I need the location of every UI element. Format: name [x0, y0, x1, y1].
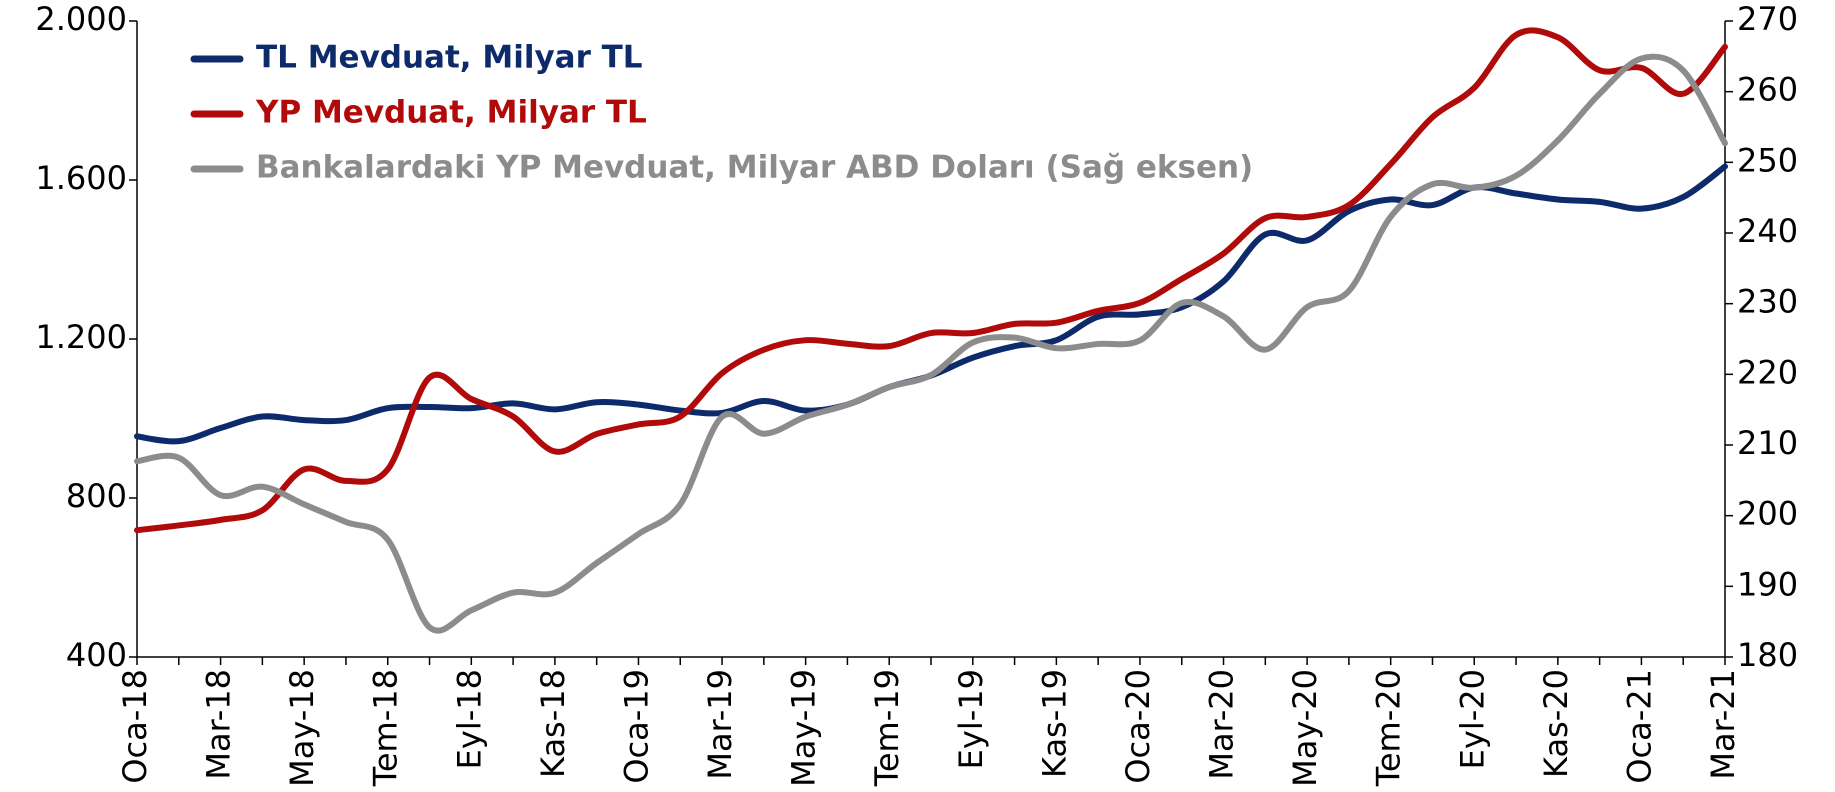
x-tick-label: Oca-18	[116, 669, 154, 784]
x-tick-label: Mar-18	[200, 669, 238, 780]
y2-tick-label: 230	[1737, 283, 1798, 321]
y2-tick-label: 180	[1737, 636, 1798, 674]
y2-tick-label: 250	[1737, 141, 1798, 179]
y2-tick-label: 190	[1737, 565, 1798, 603]
x-tick-label: Mar-20	[1203, 669, 1241, 780]
legend-label: Bankalardaki YP Mevduat, Milyar ABD Dola…	[256, 150, 1253, 186]
legend-label: YP Mevduat, Milyar TL	[255, 95, 647, 131]
x-tick-label: Oca-21	[1620, 669, 1658, 784]
x-tick-label: May-19	[785, 669, 823, 787]
x-tick-label: Tem-18	[367, 669, 405, 787]
y2-tick-label: 240	[1737, 212, 1798, 250]
y-tick-label: 2.000	[35, 0, 127, 38]
x-tick-label: May-20	[1286, 669, 1324, 787]
x-tick-label: Eyl-20	[1453, 669, 1491, 769]
x-tick-label: Kas-20	[1537, 669, 1575, 778]
legend-label: TL Mevduat, Milyar TL	[256, 40, 643, 76]
y2-tick-label: 210	[1737, 424, 1798, 462]
y2-tick-label: 270	[1737, 0, 1798, 38]
x-tick-label: Tem-20	[1370, 669, 1408, 787]
x-tick-label: Oca-20	[1119, 669, 1157, 784]
y2-tick-label: 220	[1737, 353, 1798, 391]
x-tick-label: Mar-19	[701, 669, 739, 780]
x-tick-label: May-18	[283, 669, 321, 787]
x-tick-label: Eyl-19	[952, 669, 990, 769]
x-tick-label: Oca-19	[617, 669, 655, 784]
x-tick-label: Tem-19	[868, 669, 906, 787]
x-tick-label: Kas-19	[1035, 669, 1073, 778]
y-tick-label: 1.600	[35, 159, 127, 197]
x-tick-label: Kas-18	[534, 669, 572, 778]
y-tick-label: 800	[66, 477, 127, 515]
y2-tick-label: 200	[1737, 495, 1798, 533]
y-tick-label: 400	[66, 636, 127, 674]
series-line	[134, 163, 1728, 445]
x-tick-label: Mar-21	[1704, 669, 1742, 780]
x-tick-label: Eyl-18	[450, 669, 488, 769]
series-line	[134, 53, 1728, 634]
y2-tick-label: 260	[1737, 71, 1798, 109]
series-line	[134, 27, 1728, 534]
y-tick-label: 1.200	[35, 318, 127, 356]
